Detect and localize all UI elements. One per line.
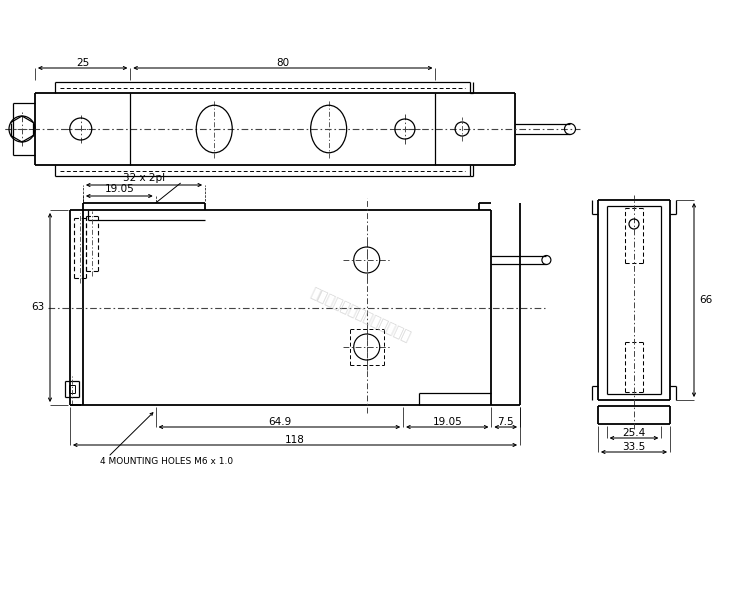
Text: 63: 63 [32,302,45,313]
Text: 4 MOUNTING HOLES M6 x 1.0: 4 MOUNTING HOLES M6 x 1.0 [100,457,233,465]
Text: 118: 118 [285,435,305,445]
Text: 25: 25 [76,58,89,68]
Text: 25.4: 25.4 [622,428,646,438]
Text: 66: 66 [699,295,712,305]
Text: 33.5: 33.5 [622,442,646,452]
Text: 19.05: 19.05 [433,417,462,427]
Text: 64.9: 64.9 [268,417,291,427]
Text: 80: 80 [276,58,290,68]
Text: 7.5: 7.5 [497,417,514,427]
Text: 19.05: 19.05 [104,184,134,194]
Text: 32 x 2pl: 32 x 2pl [123,173,165,183]
Text: 广州众鑑自動化科技有限公司: 广州众鑑自動化科技有限公司 [308,286,413,344]
